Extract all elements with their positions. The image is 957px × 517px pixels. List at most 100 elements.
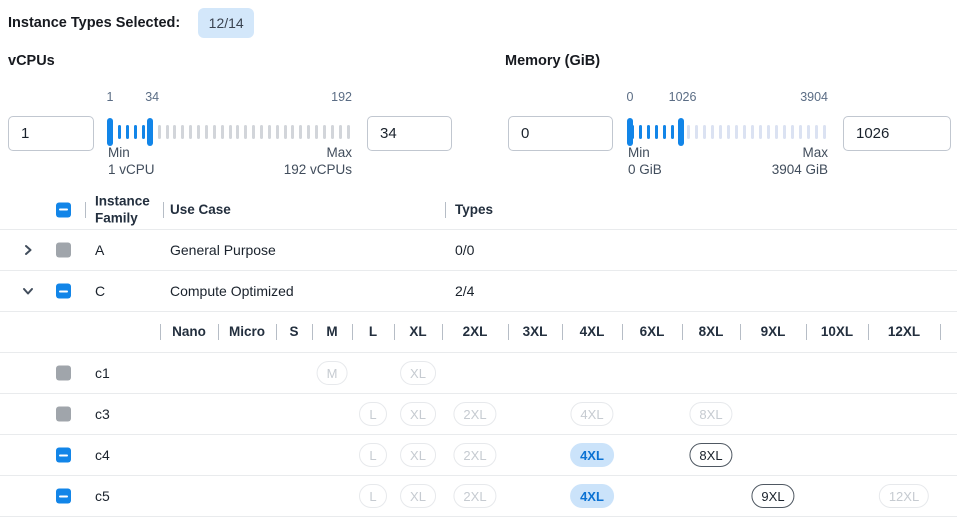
vcpus-min-input[interactable] xyxy=(8,116,94,151)
slider-tick xyxy=(798,125,802,139)
slider-tick xyxy=(189,125,193,139)
size-chip-4xl[interactable]: 4XL xyxy=(570,484,614,508)
memory-slider-handle-high[interactable] xyxy=(677,118,684,146)
slider-tick xyxy=(330,125,334,139)
size-chip-4xl[interactable]: 4XL xyxy=(570,443,614,467)
column-separator xyxy=(163,201,164,218)
slider-tick xyxy=(638,125,642,139)
family-checkbox xyxy=(56,242,71,258)
slider-tick xyxy=(252,125,256,139)
vcpus-slider-track[interactable] xyxy=(107,118,352,146)
slider-tick xyxy=(662,125,666,139)
family-types-count: 2/4 xyxy=(455,283,475,299)
family-name: A xyxy=(95,242,105,258)
vcpus-slider-handle-high[interactable] xyxy=(147,118,154,146)
memory-slider-handle-low[interactable] xyxy=(627,118,633,146)
collapse-row-button[interactable] xyxy=(16,279,40,303)
vcpus-scale-high: 34 xyxy=(145,90,160,104)
column-header-types: Types xyxy=(455,201,494,217)
memory-max-input[interactable] xyxy=(843,116,951,151)
slider-tick xyxy=(750,125,754,139)
vcpus-scale-labels: 1 34 192 xyxy=(107,90,352,106)
instance-checkbox[interactable] xyxy=(56,488,71,504)
column-separator xyxy=(85,201,86,218)
slider-tick xyxy=(267,125,271,139)
memory-title: Memory (GiB) xyxy=(505,53,601,69)
memory-max-caption: Max 3904 GiB xyxy=(771,145,828,177)
vcpus-max-caption: Max 192 vCPUs xyxy=(283,145,352,177)
slider-tick xyxy=(283,125,287,139)
instance-name: c1 xyxy=(95,365,110,381)
column-separator xyxy=(442,324,443,340)
size-chip-9xl[interactable]: 9XL xyxy=(751,484,795,508)
size-column-header: XL xyxy=(409,324,427,340)
size-chip-xl: XL xyxy=(400,402,436,426)
column-separator xyxy=(806,324,807,340)
instance-checkbox xyxy=(56,406,71,422)
size-chip-8xl[interactable]: 8XL xyxy=(689,443,733,467)
slider-tick xyxy=(742,125,746,139)
family-checkbox[interactable] xyxy=(56,283,71,299)
size-column-header: 4XL xyxy=(579,324,605,340)
slider-tick xyxy=(346,125,350,139)
size-chip-xl: XL xyxy=(400,443,436,467)
slider-tick xyxy=(670,125,674,139)
size-column-header: 8XL xyxy=(698,324,724,340)
column-separator xyxy=(160,324,161,340)
memory-min-input[interactable] xyxy=(508,116,613,151)
column-separator xyxy=(276,324,277,340)
family-row: C Compute Optimized 2/4 xyxy=(0,271,957,312)
size-column-header: 3XL xyxy=(522,324,548,340)
size-column-header: Micro xyxy=(228,324,265,340)
slider-tick xyxy=(236,125,240,139)
size-column-header: 2XL xyxy=(462,324,488,340)
vcpus-slider-handle-low[interactable] xyxy=(107,118,113,146)
slider-tick xyxy=(686,125,690,139)
slider-tick xyxy=(134,125,138,139)
slider-tick xyxy=(646,125,650,139)
column-separator xyxy=(740,324,741,340)
size-chip-l: L xyxy=(359,484,387,508)
slider-tick xyxy=(774,125,778,139)
column-separator xyxy=(940,324,941,340)
slider-tick xyxy=(782,125,786,139)
instance-checkbox xyxy=(56,365,71,381)
slider-tick xyxy=(204,125,208,139)
family-use-case: General Purpose xyxy=(170,242,276,258)
size-chip-xl: XL xyxy=(400,361,436,385)
size-chip-m: M xyxy=(316,361,348,385)
slider-tick xyxy=(181,125,185,139)
instance-name: c3 xyxy=(95,406,110,422)
size-column-header: Nano xyxy=(172,324,206,340)
selection-summary: Instance Types Selected: 12/14 xyxy=(8,0,255,46)
chevron-down-icon xyxy=(23,288,33,295)
selection-summary-label: Instance Types Selected: xyxy=(8,15,181,31)
slider-tick xyxy=(822,125,826,139)
slider-tick xyxy=(734,125,738,139)
select-all-checkbox[interactable] xyxy=(56,202,71,217)
family-row: A General Purpose 0/0 xyxy=(0,230,957,271)
slider-tick xyxy=(694,125,698,139)
slider-tick xyxy=(275,125,279,139)
slider-tick xyxy=(790,125,794,139)
instance-checkbox[interactable] xyxy=(56,447,71,463)
family-name: C xyxy=(95,283,106,299)
vcpus-max-input[interactable] xyxy=(367,116,452,151)
size-chip-2xl: 2XL xyxy=(453,402,497,426)
size-chip-4xl: 4XL xyxy=(570,402,614,426)
size-column-header: 9XL xyxy=(760,324,786,340)
instance-name: c4 xyxy=(95,447,110,463)
size-chip-2xl: 2XL xyxy=(453,443,497,467)
slider-tick xyxy=(259,125,263,139)
expand-row-button[interactable] xyxy=(16,238,40,262)
slider-tick xyxy=(814,125,818,139)
size-column-header: S xyxy=(289,324,299,340)
column-header-instance-family: Instance Family xyxy=(95,192,150,226)
table-header-row: Instance Family Use Case Types xyxy=(0,190,957,230)
sizes-header-row: Nano Micro S M L XL 2XL 3XL 4XL 6XL 8XL 9XL 10XL 12XL xyxy=(0,312,957,353)
size-column-header: 6XL xyxy=(639,324,665,340)
slider-tick xyxy=(766,125,770,139)
slider-tick xyxy=(702,125,706,139)
slider-tick xyxy=(228,125,232,139)
memory-slider-track[interactable] xyxy=(627,118,828,146)
